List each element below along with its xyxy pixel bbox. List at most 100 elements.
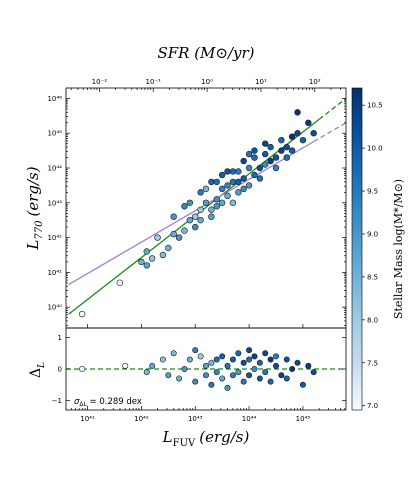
- data-point: [116, 279, 124, 286]
- data-point: [251, 147, 258, 154]
- data-point: [218, 199, 226, 206]
- main-y-tick-label: 10⁴³: [47, 199, 62, 207]
- data-point: [245, 182, 253, 189]
- x-tick-label: 10⁴¹: [80, 415, 95, 423]
- data-point: [181, 203, 188, 210]
- residual-point: [240, 359, 247, 366]
- data-point: [213, 196, 220, 203]
- residual-point: [305, 362, 312, 369]
- data-point: [251, 171, 258, 179]
- data-point: [197, 206, 204, 213]
- data-point: [278, 136, 285, 144]
- residual-point: [229, 356, 236, 363]
- residual-point: [256, 359, 263, 366]
- residual-point: [181, 365, 188, 372]
- data-point: [299, 136, 307, 144]
- residual-point: [299, 381, 306, 388]
- residual-point: [186, 356, 193, 363]
- data-point: [224, 182, 231, 189]
- data-point: [175, 234, 183, 241]
- main-y-tick-label: 10⁴⁴: [47, 165, 62, 173]
- data-point: [235, 189, 242, 196]
- residual-point: [246, 347, 253, 354]
- residual-point: [159, 356, 166, 363]
- fit-line-extension-1: [318, 97, 346, 120]
- residual-point: [224, 362, 231, 369]
- data-point: [235, 178, 242, 186]
- data-point: [283, 143, 290, 151]
- residual-point: [283, 375, 290, 382]
- residual-point: [79, 365, 86, 372]
- fit-line-2: [68, 141, 315, 286]
- residual-y-tick-label: −1: [52, 397, 62, 405]
- residual-y-tick-label: 1: [58, 334, 62, 342]
- data-point: [170, 230, 177, 238]
- residual-point: [192, 378, 199, 385]
- residual-point: [235, 350, 242, 357]
- data-point: [186, 216, 194, 224]
- residual-point: [213, 356, 220, 363]
- main-y-tick-label: 10⁴⁶: [47, 95, 62, 103]
- residual-point: [246, 372, 253, 379]
- data-point: [186, 199, 194, 206]
- residual-point: [165, 372, 172, 379]
- residual-point: [122, 362, 129, 369]
- main-y-tick-label: 10⁴²: [47, 234, 62, 242]
- data-point: [165, 244, 172, 252]
- residual-point: [219, 375, 226, 382]
- residual-point: [262, 350, 269, 357]
- residual-point: [267, 378, 274, 385]
- residual-point: [278, 372, 285, 379]
- residual-point: [143, 369, 150, 376]
- colorbar-ticks: 7.0 7.5 8.0 8.5 9.0 9.5 10.0 10.5: [362, 102, 383, 410]
- main-y-tick-label: 10⁴⁵: [47, 130, 62, 138]
- residual-point: [197, 353, 204, 360]
- data-point: [181, 227, 188, 234]
- residual-point: [213, 369, 220, 376]
- residual-point: [256, 375, 263, 382]
- data-point: [283, 154, 290, 161]
- top-tick-label: 10²: [309, 78, 321, 86]
- residual-y-axis-label: ΔL: [28, 362, 47, 378]
- top-tick-label: 10¹: [255, 78, 267, 86]
- residual-sigma-annotation: σΔL = 0.289 dex: [74, 397, 142, 408]
- data-point: [256, 175, 264, 182]
- top-axis-title: SFR (M⊙/yr): [157, 44, 254, 62]
- data-point: [159, 251, 167, 259]
- top-axis-ticks: 10⁻² 10⁻¹ 10⁰ 10¹ 10²: [70, 78, 341, 92]
- residual-point: [272, 362, 279, 369]
- data-point: [229, 178, 237, 186]
- colorbar-tick-label: 8.0: [367, 316, 378, 324]
- residual-point: [289, 365, 296, 372]
- data-point: [192, 223, 199, 231]
- residual-point: [246, 356, 253, 363]
- data-point: [272, 164, 280, 172]
- residual-y-tick-label: 0: [58, 366, 62, 374]
- x-tick-label: 10⁴³: [188, 415, 203, 423]
- colorbar-tick-label: 7.0: [367, 402, 378, 410]
- data-point: [310, 130, 317, 137]
- data-point: [288, 147, 296, 154]
- data-point: [272, 154, 280, 161]
- residual-point: [208, 381, 215, 388]
- residual-point: [283, 356, 290, 363]
- colorbar-label: Stellar Mass log(M*/M⊙): [392, 179, 405, 319]
- main-y-tick-label: 10⁴⁰: [47, 304, 62, 312]
- fit-line-extension-2: [313, 122, 346, 143]
- data-point: [78, 310, 86, 318]
- data-point: [245, 164, 253, 172]
- residual-point: [294, 359, 301, 366]
- residual-point: [176, 375, 183, 382]
- top-tick-label: 10⁻¹: [146, 78, 162, 86]
- data-point: [213, 178, 220, 186]
- data-point: [229, 199, 237, 206]
- residual-point: [251, 365, 258, 372]
- residual-point: [208, 359, 215, 366]
- residual-point: [203, 362, 210, 369]
- residual-point: [219, 353, 226, 360]
- data-point: [288, 133, 296, 140]
- data-point: [170, 213, 177, 220]
- residual-point: [235, 369, 242, 376]
- data-point: [208, 178, 215, 186]
